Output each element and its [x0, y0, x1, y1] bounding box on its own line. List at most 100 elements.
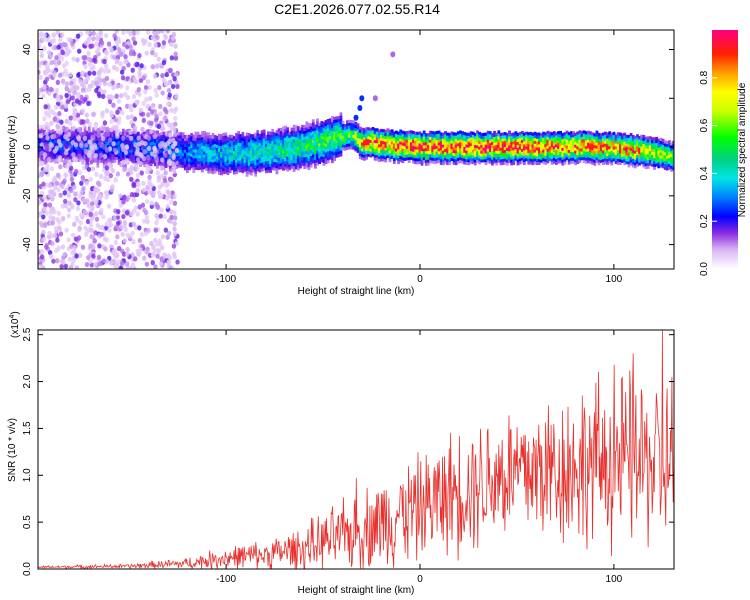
spectrogram-cell-2306 [437, 136, 441, 140]
spectrogram-noise-1009 [135, 30, 140, 35]
spectrogram-cell-2058 [388, 135, 392, 139]
spectrogram-cell-1242 [256, 162, 260, 166]
spectrogram-cell-778 [181, 161, 185, 165]
spectrogram-cell-2361 [448, 138, 452, 142]
spectrogram-noise-1086 [156, 30, 161, 35]
spectrogram-cell-1565 [303, 127, 307, 132]
spectrogram-noise-1080 [172, 200, 178, 206]
spectrogram-cell-42 [43, 132, 46, 137]
spectrogram-cell-2706 [516, 147, 520, 151]
spectrogram-noise-840 [116, 245, 122, 252]
spectrogram-noise-1320 [131, 221, 137, 227]
spectrogram-cell-3270 [627, 143, 631, 147]
spectrogram-cell-3488 [672, 149, 674, 153]
spectrogram-cell-345 [102, 161, 106, 165]
spectrogram-cell-1381 [277, 157, 281, 161]
spectrogram-noise-988 [69, 80, 74, 86]
spectrogram-cell-2511 [478, 146, 482, 150]
spectrogram-cell-1189 [247, 156, 251, 160]
spectrogram-cell-3439 [661, 144, 665, 148]
spectrogram-cell-909 [203, 148, 206, 152]
spectrogram-cell-605 [149, 136, 153, 140]
spectrogram-noise-477 [137, 91, 142, 97]
spectrogram-noise-951 [64, 163, 70, 170]
spectrogram-cell-3011 [576, 143, 580, 147]
spectrogram-cell-3282 [629, 138, 633, 143]
spectrogram-cell-1961 [369, 133, 373, 138]
spectrogram-cell-1156 [241, 131, 245, 136]
spectrogram-cell-1976 [373, 151, 377, 155]
spectrogram-cell-3216 [616, 143, 620, 148]
spectrogram-cell-1632 [313, 156, 317, 160]
spectrogram-cell-2215 [420, 147, 424, 152]
spectrogram-noise-1331 [117, 116, 122, 122]
spectrogram-cell-3408 [655, 145, 659, 149]
spectrogram-cell-416 [115, 153, 119, 157]
spectrogram-cell-1543 [301, 148, 304, 152]
spectrogram-cell-3004 [574, 132, 577, 136]
spectrogram-cell-1298 [264, 161, 268, 165]
spectrogram-cell-3444 [663, 160, 667, 165]
spectrogram-cell-363 [104, 140, 108, 144]
spectrogram-cell-1638 [313, 139, 317, 143]
spectrogram-cell-3143 [601, 138, 605, 142]
spectrogram-cell-94 [53, 142, 57, 146]
spectrogram-noise-1033 [81, 197, 87, 203]
spectrogram-cell-3284 [629, 133, 633, 137]
spectrogram-cell-2269 [431, 148, 435, 152]
spectrogram-cell-2907 [557, 160, 560, 164]
spectrogram-cell-1519 [296, 137, 300, 142]
spectrogram-noise-407 [112, 54, 117, 60]
spectrogram-noise-263 [41, 124, 46, 130]
spectrogram-cell-2914 [557, 139, 560, 144]
spectrogram-cell-2862 [546, 133, 550, 137]
spectrogram-cell-1127 [237, 136, 240, 141]
spectrogram-cell-1521 [296, 132, 300, 136]
spectrogram-cell-3293 [631, 140, 635, 145]
spectrogram-cell-2458 [467, 141, 471, 145]
spectrogram-cell-2734 [523, 161, 526, 166]
spectrogram-cell-2691 [514, 157, 518, 161]
spectrogram-cell-1232 [254, 152, 258, 157]
spectrogram-cell-1168 [243, 136, 247, 140]
spectrogram-cell-2550 [486, 154, 490, 158]
spectrogram-cell-2009 [380, 152, 383, 156]
spectrogram-cell-1973 [371, 126, 375, 131]
spectrogram-cell-1688 [322, 162, 326, 166]
spectrogram-cell-1713 [324, 131, 328, 135]
spectrogram-cell-2041 [386, 151, 390, 155]
spectrogram-noise-684 [154, 92, 159, 98]
spectrogram-cell-2688 [512, 138, 516, 142]
spectrogram-cell-1792 [337, 154, 341, 158]
spectrogram-cell-2980 [569, 137, 573, 141]
spectrogram-noise-1294 [45, 62, 50, 68]
spectrogram-cell-2755 [527, 161, 531, 165]
spectrogram-cell-2597 [495, 147, 499, 151]
spectrogram-noise-703 [49, 253, 54, 260]
spectrogram-cell-1362 [273, 132, 277, 136]
spectrogram-noise-716 [47, 91, 52, 97]
spectrogram-cell-3279 [629, 147, 633, 151]
spectrogram-cell-2802 [535, 153, 539, 157]
spectrogram-cell-1833 [343, 141, 347, 145]
spectrogram-noise-6 [109, 118, 114, 125]
spectrogram-cell-1994 [375, 131, 379, 135]
spectrogram-cell-1234 [254, 147, 258, 151]
spectrogram-noise-874 [97, 141, 103, 147]
spectrogram-cell-1124 [237, 145, 240, 149]
spectrogram-cell-1364 [275, 168, 279, 172]
spectrogram-cell-512 [132, 134, 136, 138]
spectrogram-cell-1539 [301, 160, 304, 164]
spectrogram-cell-2387 [454, 156, 458, 160]
spectrogram-cell-791 [183, 161, 187, 165]
spectrogram-cell-3406 [655, 151, 659, 155]
spectrogram-cell-3030 [580, 148, 584, 152]
spectrogram-cell-999 [217, 160, 221, 164]
spectrogram-cell-1969 [371, 138, 375, 142]
spectrogram-cell-2920 [559, 154, 563, 158]
spectrogram-cell-3362 [646, 159, 650, 164]
spectrogram-cell-41 [43, 135, 46, 139]
spectrogram-cell-1285 [262, 155, 266, 160]
spectrogram-cell-968 [211, 135, 215, 140]
spectrogram-noise-1234 [147, 84, 152, 91]
